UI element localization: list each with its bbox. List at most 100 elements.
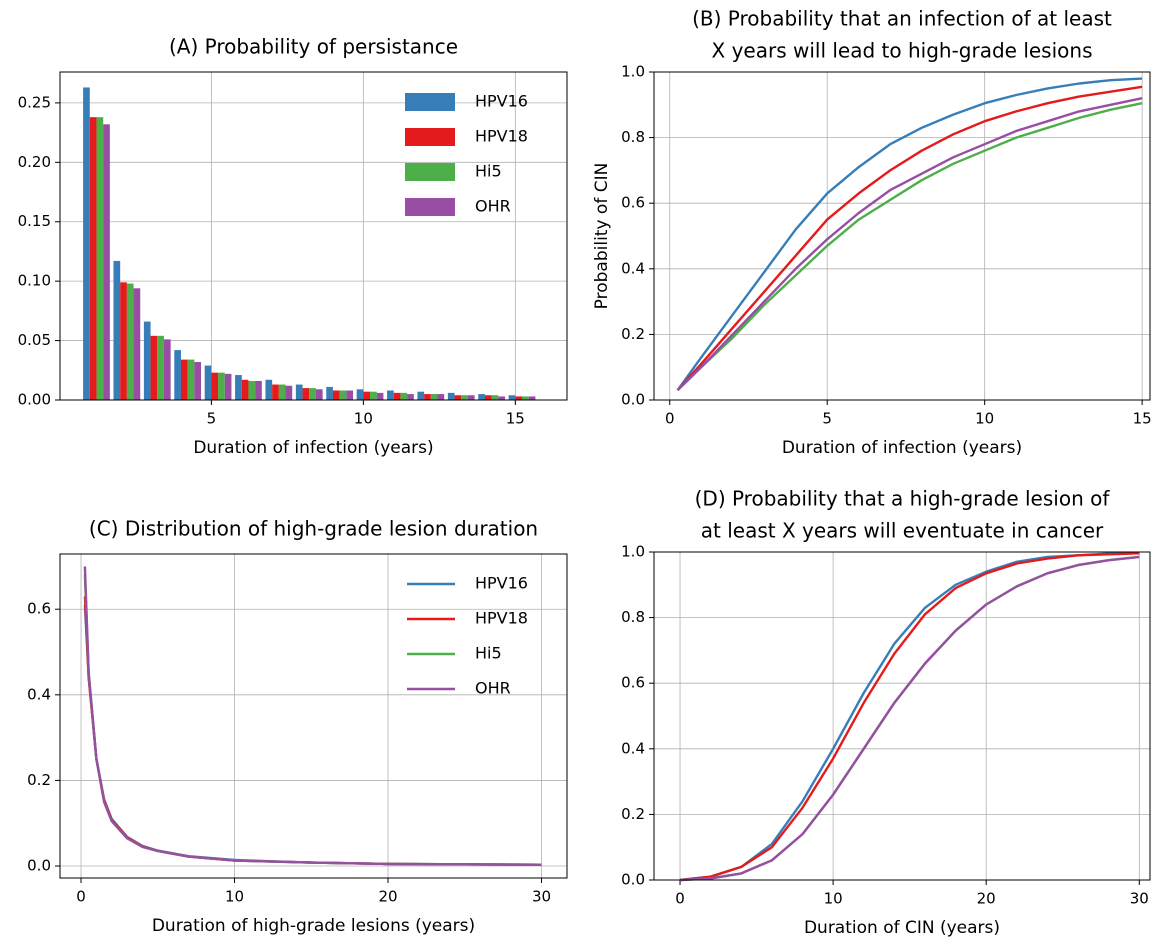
bar (424, 394, 431, 400)
bar (363, 391, 371, 400)
y-tick-label: 0.4 (621, 259, 645, 277)
bar (143, 321, 151, 400)
y-tick-label: 1.0 (621, 543, 645, 561)
bar (265, 379, 273, 400)
line-series (83, 574, 542, 866)
legend-swatch (405, 128, 455, 146)
legend-label: Hi5 (475, 644, 502, 663)
bar (346, 390, 354, 400)
y-tick-label: 0.6 (27, 600, 51, 618)
bar (235, 375, 242, 400)
x-tick-label: 10 (975, 410, 994, 428)
bar (194, 361, 202, 400)
bar (103, 124, 110, 400)
chart-title: (C) Distribution of high-grade lesion du… (89, 517, 538, 541)
bar (491, 395, 499, 400)
y-tick-label: 0.05 (18, 331, 51, 349)
x-tick-label: 10 (824, 890, 843, 908)
y-tick-label: 0.10 (18, 272, 51, 290)
bar (437, 394, 445, 400)
bar (89, 117, 97, 400)
legend-label: HPV18 (475, 609, 528, 628)
bar (454, 395, 462, 400)
chart-title: (B) Probability that an infection of at … (692, 7, 1112, 31)
line-series (676, 102, 1143, 392)
legend-swatch (405, 198, 455, 216)
x-axis-label: Duration of CIN (years) (804, 918, 1000, 938)
y-tick-label: 0.0 (621, 391, 645, 409)
x-tick-label: 20 (378, 888, 397, 906)
chart-title: X years will lead to high-grade lesions (712, 39, 1093, 63)
bar (174, 350, 181, 400)
bar (309, 388, 316, 400)
bar (150, 335, 158, 400)
panel: (D) Probability that a high-grade lesion… (621, 487, 1151, 938)
bar (370, 391, 377, 400)
x-tick-label: 30 (532, 888, 551, 906)
y-tick-label: 0.0 (621, 871, 645, 889)
x-tick-label: 0 (76, 888, 86, 906)
x-tick-label: 0 (675, 890, 685, 908)
x-tick-label: 5 (207, 410, 217, 428)
bar (113, 260, 121, 400)
bar (241, 379, 249, 400)
x-axis-label: Duration of infection (years) (782, 438, 1022, 458)
y-tick-label: 0.4 (621, 739, 645, 757)
bar (218, 372, 225, 400)
bar (224, 373, 232, 400)
x-axis-label: Duration of high-grade lesions (years) (152, 916, 475, 936)
bar (376, 392, 384, 400)
bar (467, 395, 475, 400)
bar (255, 380, 262, 400)
bar (285, 385, 293, 400)
y-tick-label: 0.8 (621, 608, 645, 626)
legend-label: HPV18 (475, 127, 528, 146)
line-series (679, 555, 1140, 882)
bar (83, 87, 90, 400)
x-tick-label: 5 (822, 410, 832, 428)
y-tick-label: 0.2 (27, 771, 51, 789)
legend-label: OHR (475, 679, 511, 698)
y-tick-label: 0.4 (27, 685, 51, 703)
panel: (B) Probability that an infection of at … (592, 7, 1152, 459)
chart-title: (A) Probability of persistance (169, 35, 458, 59)
legend-label: HPV16 (475, 92, 528, 111)
bar (187, 359, 195, 400)
axes-frame (653, 71, 1151, 401)
chart-title: at least X years will eventuate in cance… (701, 519, 1104, 543)
bar (407, 394, 414, 400)
bar (211, 372, 219, 400)
y-axis-label: Probability of CIN (592, 163, 612, 310)
legend-label: HPV16 (475, 574, 528, 593)
bar (447, 392, 455, 400)
y-tick-label: 0.25 (18, 93, 51, 111)
line-series (83, 566, 542, 866)
y-tick-label: 1.0 (621, 63, 645, 81)
bar (315, 389, 323, 400)
y-tick-label: 0.6 (621, 194, 645, 212)
line-series (83, 604, 542, 866)
panel: (C) Distribution of high-grade lesion du… (27, 517, 568, 936)
bar (126, 283, 134, 400)
x-tick-label: 0 (665, 410, 675, 428)
x-tick-label: 20 (977, 890, 996, 908)
bar (339, 390, 347, 400)
bar (484, 395, 492, 400)
axes-frame (59, 553, 568, 879)
x-axis-label: Duration of infection (years) (193, 438, 433, 458)
bar (356, 389, 364, 400)
bar (163, 339, 171, 400)
y-tick-label: 0.8 (621, 128, 645, 146)
chart-title: (D) Probability that a high-grade lesion… (695, 487, 1111, 511)
x-tick-label: 15 (506, 410, 525, 428)
bar (461, 395, 468, 400)
bar (430, 394, 438, 400)
x-tick-label: 30 (1130, 890, 1149, 908)
x-tick-label: 10 (225, 888, 244, 906)
y-tick-label: 0.00 (18, 391, 51, 409)
bar (157, 335, 164, 400)
line-series (679, 552, 1140, 882)
axes-frame (59, 71, 568, 401)
bar (326, 386, 333, 400)
